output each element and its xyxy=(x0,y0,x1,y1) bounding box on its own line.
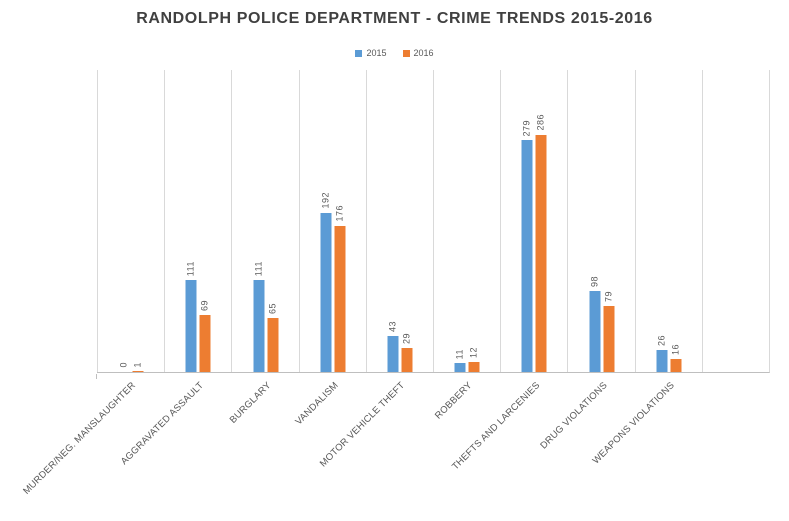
bar-value-label: 26 xyxy=(656,335,667,347)
bar-group: 111 69 xyxy=(185,260,211,372)
bar-value-label: 69 xyxy=(199,299,210,311)
bar-group: 26 16 xyxy=(656,335,682,372)
bar-with-label: 43 xyxy=(387,321,399,372)
legend-swatch-2015 xyxy=(355,49,363,57)
legend: 2015 2016 xyxy=(0,48,789,58)
category-column: 111 69 xyxy=(164,70,231,372)
bar-value-label: 79 xyxy=(603,291,614,303)
bar-value-label: 11 xyxy=(454,348,465,359)
bar-2016 xyxy=(468,362,480,372)
bar-value-label: 43 xyxy=(387,321,398,333)
category-column: 192 176 xyxy=(298,70,366,372)
category-label: BURGLARY xyxy=(227,380,274,426)
bar-with-label: 98 xyxy=(589,275,601,372)
bar-with-label: 111 xyxy=(253,261,264,372)
bar-value-label: 111 xyxy=(185,260,196,276)
bar-value-label: 176 xyxy=(334,205,345,222)
bar-group: 279 286 xyxy=(521,114,547,372)
bar-2016 xyxy=(535,134,547,372)
legend-swatch-2016 xyxy=(402,49,410,57)
bar-group: 98 79 xyxy=(589,275,615,372)
category-label: MURDER/NEG. MANSLAUGHTER xyxy=(21,380,139,497)
bar-with-label: 26 xyxy=(656,335,668,372)
bar-value-label: 0 xyxy=(118,362,129,368)
bar-with-label: 111 xyxy=(185,260,197,372)
bar-with-label: 11 xyxy=(454,348,466,372)
bar-value-label: 286 xyxy=(535,114,546,131)
bar-with-label: 192 xyxy=(320,192,332,372)
category-column: 43 29 xyxy=(365,70,433,372)
category-column: 98 79 xyxy=(567,70,634,372)
bar-with-label: 279 xyxy=(521,119,533,372)
legend-item-2015: 2015 xyxy=(355,48,387,58)
bar-value-label: 12 xyxy=(468,347,479,359)
bar-with-label: 0 xyxy=(119,362,130,372)
axis-tick xyxy=(96,374,97,379)
bar-value-label: 65 xyxy=(267,303,277,315)
bar-2015 xyxy=(185,279,197,372)
bar-2015 xyxy=(387,336,399,372)
category-column: 11 12 xyxy=(433,70,500,372)
legend-item-2016: 2016 xyxy=(402,48,434,58)
bar-2016 xyxy=(267,318,278,372)
bar-with-label: 16 xyxy=(670,343,682,372)
bar-value-label: 16 xyxy=(670,343,681,355)
empty-column xyxy=(701,70,769,372)
bar-2016 xyxy=(401,347,413,372)
bar-2016 xyxy=(603,306,615,372)
bar-2015 xyxy=(253,279,264,372)
bar-2016 xyxy=(199,314,211,372)
bar-group: 192 176 xyxy=(320,192,346,372)
bar-value-label: 111 xyxy=(253,260,263,276)
bar-2015 xyxy=(521,140,533,372)
bar-group: 11 12 xyxy=(454,347,480,372)
bar-with-label: 1 xyxy=(132,361,144,372)
legend-label-2016: 2016 xyxy=(413,48,434,58)
bar-value-label: 192 xyxy=(320,192,331,209)
bar-group: 43 29 xyxy=(387,321,413,372)
bar-with-label: 79 xyxy=(603,291,615,372)
category-column: 26 16 xyxy=(634,70,702,372)
bar-2015 xyxy=(320,212,332,372)
category-label: VANDALISM xyxy=(292,380,341,428)
category-column: 279 286 xyxy=(500,70,567,372)
bar-with-label: 65 xyxy=(267,303,278,372)
category-label: ROBBERY xyxy=(433,380,475,422)
chart-title: RANDOLPH POLICE DEPARTMENT - CRIME TREND… xyxy=(136,10,653,27)
bar-2016 xyxy=(132,371,144,372)
bar-value-label: 1 xyxy=(132,361,143,368)
bar-with-label: 286 xyxy=(535,114,547,372)
bar-value-label: 279 xyxy=(521,119,532,137)
bar-with-label: 176 xyxy=(334,205,346,372)
bar-2016 xyxy=(670,358,682,372)
legend-label-2015: 2015 xyxy=(366,48,387,58)
bar-2015 xyxy=(589,290,601,372)
bar-with-label: 12 xyxy=(468,347,480,372)
bar-2015 xyxy=(454,362,466,372)
bar-with-label: 69 xyxy=(199,299,211,372)
bar-group: 111 65 xyxy=(253,261,278,372)
bar-value-label: 29 xyxy=(401,332,412,344)
bar-2015 xyxy=(656,350,668,372)
category-label: DRUG VIOLATIONS xyxy=(538,380,610,452)
category-column: 111 65 xyxy=(231,70,298,372)
x-axis-labels: MURDER/NEG. MANSLAUGHTER AGGRAVATED ASSAU… xyxy=(22,374,770,521)
bar-value-label: 98 xyxy=(589,275,600,287)
bar-2016 xyxy=(334,225,346,372)
plot-area: 0 1 111 69 111 65 192 176 43 29 11 12 279 286 98 79 26 16 xyxy=(97,70,770,373)
bar-with-label: 29 xyxy=(401,332,413,372)
